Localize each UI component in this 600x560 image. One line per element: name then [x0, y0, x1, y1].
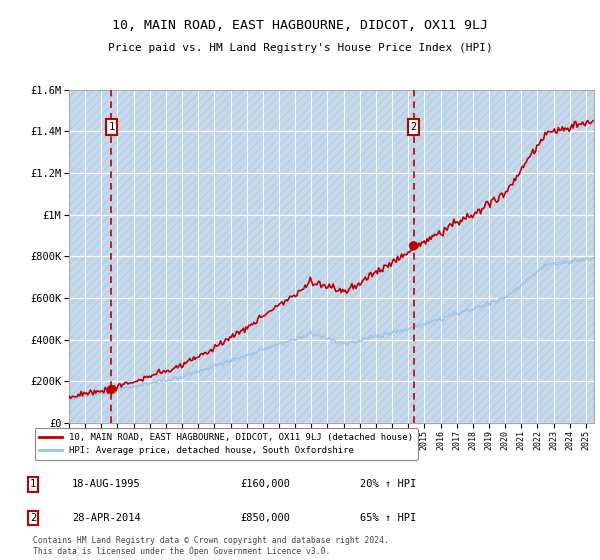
- Text: 1: 1: [30, 479, 36, 489]
- Text: 10, MAIN ROAD, EAST HAGBOURNE, DIDCOT, OX11 9LJ: 10, MAIN ROAD, EAST HAGBOURNE, DIDCOT, O…: [112, 18, 488, 32]
- Text: 2: 2: [410, 122, 416, 132]
- Text: Price paid vs. HM Land Registry's House Price Index (HPI): Price paid vs. HM Land Registry's House …: [107, 43, 493, 53]
- Legend: 10, MAIN ROAD, EAST HAGBOURNE, DIDCOT, OX11 9LJ (detached house), HPI: Average p: 10, MAIN ROAD, EAST HAGBOURNE, DIDCOT, O…: [35, 428, 418, 460]
- Text: £850,000: £850,000: [240, 513, 290, 523]
- Text: 28-APR-2014: 28-APR-2014: [72, 513, 141, 523]
- Text: 65% ↑ HPI: 65% ↑ HPI: [360, 513, 416, 523]
- Text: 2: 2: [30, 513, 36, 523]
- Text: 1: 1: [108, 122, 115, 132]
- Text: 18-AUG-1995: 18-AUG-1995: [72, 479, 141, 489]
- Text: 20% ↑ HPI: 20% ↑ HPI: [360, 479, 416, 489]
- Text: Contains HM Land Registry data © Crown copyright and database right 2024.
This d: Contains HM Land Registry data © Crown c…: [33, 536, 389, 556]
- Point: [409, 241, 418, 250]
- Point: [107, 385, 116, 394]
- Text: £160,000: £160,000: [240, 479, 290, 489]
